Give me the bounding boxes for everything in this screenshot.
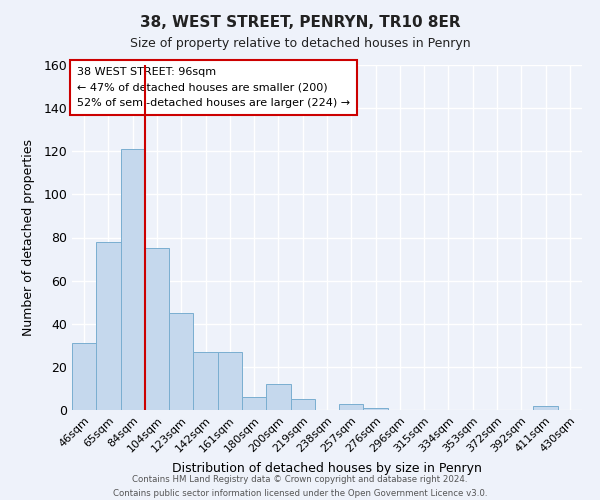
X-axis label: Distribution of detached houses by size in Penryn: Distribution of detached houses by size … (172, 462, 482, 475)
Bar (218, 352, 242, 410)
Bar (266, 384, 290, 410)
Bar (145, 248, 169, 410)
Bar (72, 343, 96, 410)
Bar (242, 397, 266, 410)
Bar (290, 399, 315, 410)
Text: 38 WEST STREET: 96sqm
← 47% of detached houses are smaller (200)
52% of semi-det: 38 WEST STREET: 96sqm ← 47% of detached … (77, 66, 350, 108)
Bar (533, 406, 558, 410)
Text: 38, WEST STREET, PENRYN, TR10 8ER: 38, WEST STREET, PENRYN, TR10 8ER (140, 15, 460, 30)
Text: Contains HM Land Registry data © Crown copyright and database right 2024.
Contai: Contains HM Land Registry data © Crown c… (113, 476, 487, 498)
Bar (169, 313, 193, 410)
Y-axis label: Number of detached properties: Number of detached properties (22, 139, 35, 336)
Bar (121, 149, 145, 410)
Bar (339, 404, 364, 410)
Text: Size of property relative to detached houses in Penryn: Size of property relative to detached ho… (130, 38, 470, 51)
Bar (96, 242, 121, 410)
Bar (193, 352, 218, 410)
Bar (364, 408, 388, 410)
